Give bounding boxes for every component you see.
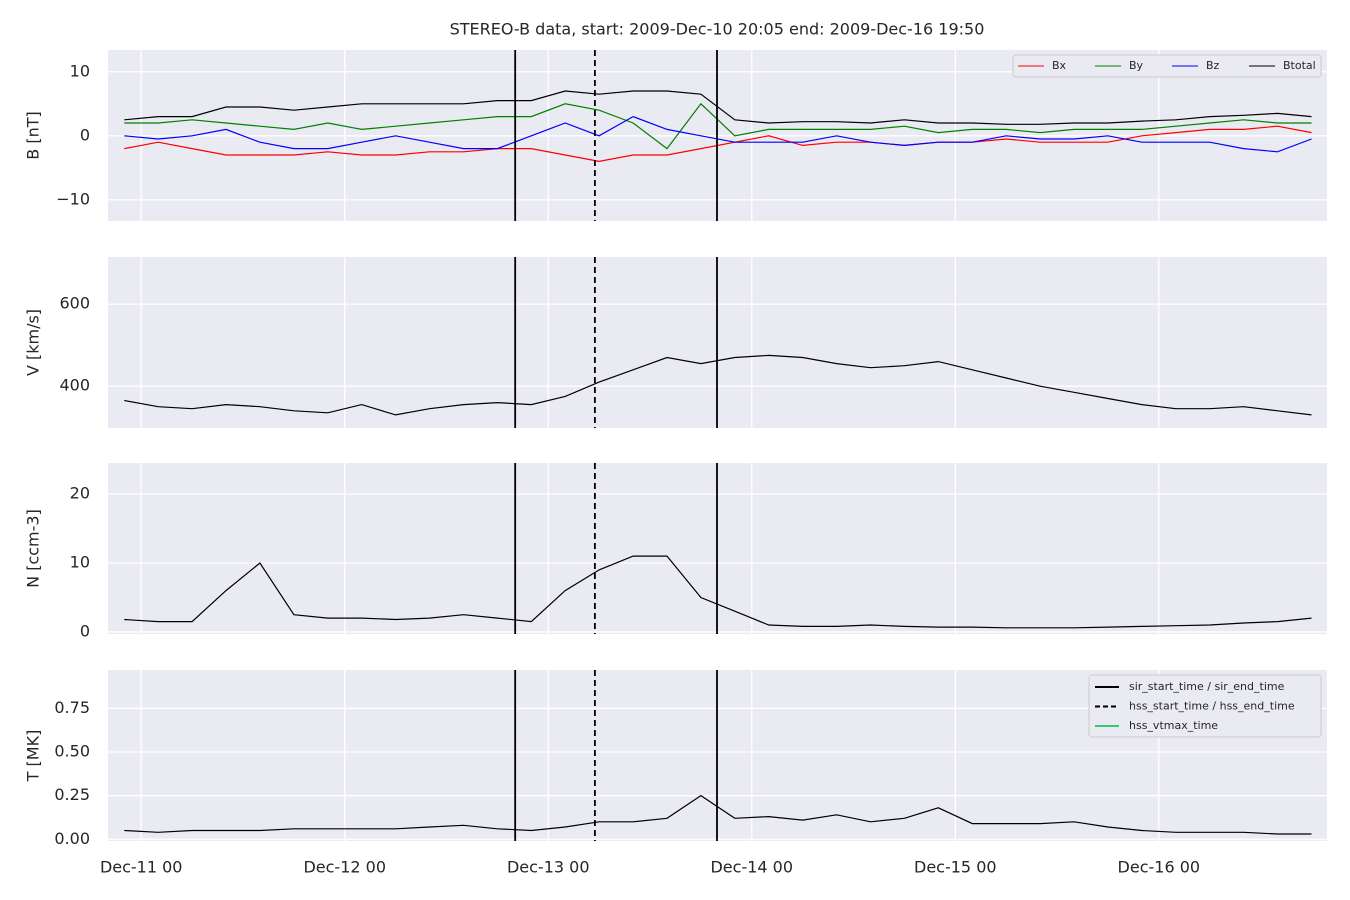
legend-label: Bz: [1206, 59, 1220, 72]
legend-box: [1088, 674, 1322, 738]
y-tick-label: 0: [80, 621, 90, 640]
y-axis-label: B [nT]: [24, 111, 43, 159]
y-tick-label: 600: [59, 294, 90, 313]
legend-label: hss_vtmax_time: [1129, 719, 1218, 732]
legend: sir_start_time / sir_end_time hss_start_t…: [1088, 674, 1322, 738]
x-tick-label: Dec-16 00: [1118, 858, 1201, 877]
y-axis-label: N [ccm-3]: [24, 509, 43, 588]
y-tick-label: 0: [80, 125, 90, 144]
legend-box: [1012, 54, 1322, 78]
x-tick-label: Dec-13 00: [507, 858, 590, 877]
y-tick-label: 0.00: [54, 829, 90, 848]
x-tick-label: Dec-15 00: [914, 858, 997, 877]
chart-title: STEREO-B data, start: 2009-Dec-10 20:05 …: [450, 20, 985, 39]
y-tick-label: 0.75: [54, 698, 90, 717]
y-tick-label: 0.25: [54, 785, 90, 804]
legend-label: sir_start_time / sir_end_time: [1129, 680, 1285, 693]
y-tick-label: −10: [56, 189, 90, 208]
legend-label: hss_start_time / hss_end_time: [1129, 700, 1295, 713]
y-tick-label: 10: [70, 61, 90, 80]
legend-label: Btotal: [1283, 59, 1316, 72]
legend-label: Bx: [1052, 59, 1067, 72]
y-tick-label: 20: [70, 484, 90, 503]
legend: Bx By Bz Btotal: [1012, 54, 1322, 78]
y-axis-label: T [MK]: [24, 730, 43, 783]
x-tick-label: Dec-11 00: [100, 858, 183, 877]
x-tick-label: Dec-14 00: [710, 858, 793, 877]
x-tick-label: Dec-12 00: [303, 858, 386, 877]
y-tick-label: 0.50: [54, 742, 90, 761]
legend-label: By: [1129, 59, 1144, 72]
y-axis-label: V [km/s]: [24, 309, 43, 376]
y-tick-label: 10: [70, 552, 90, 571]
y-tick-label: 400: [59, 376, 90, 395]
